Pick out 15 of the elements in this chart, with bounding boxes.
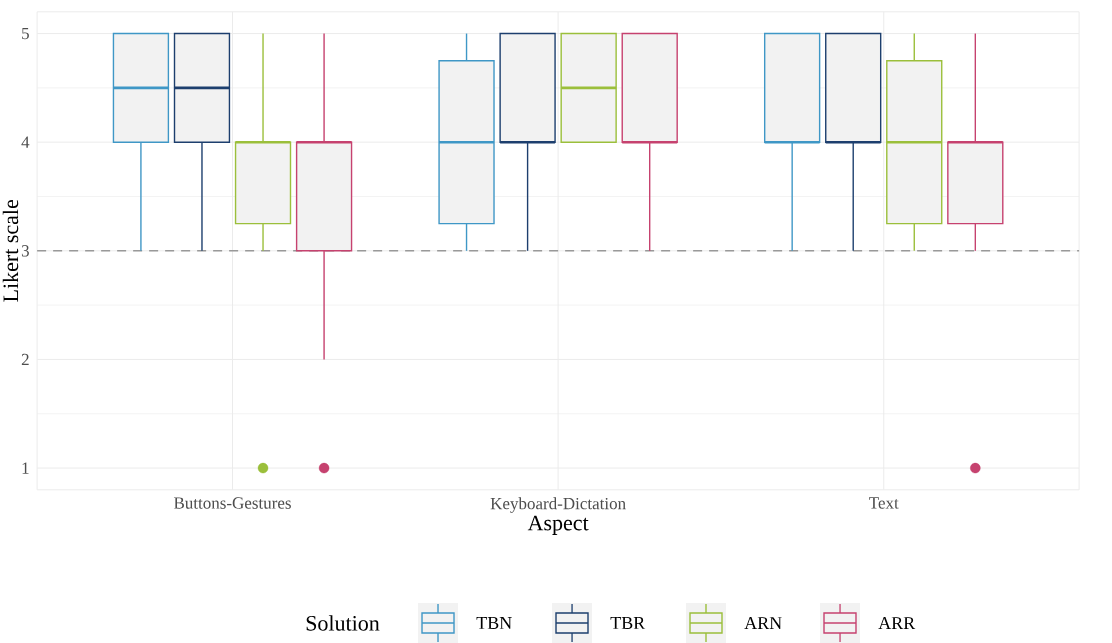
legend-title: Solution [306, 615, 380, 631]
legend-label: ARR [878, 617, 916, 629]
y-axis-title: Likert scale [2, 199, 19, 302]
y-tick-label: 1 [22, 462, 29, 474]
x-axis-title: Aspect [527, 515, 589, 535]
legend-label: ARN [744, 617, 782, 629]
x-tick-label: Text [869, 497, 899, 509]
y-tick-label: 3 [21, 245, 29, 257]
y-tick-label: 2 [21, 353, 29, 366]
y-tick-label: 5 [22, 27, 29, 40]
x-tick-label: Buttons-Gestures [173, 497, 291, 509]
legend-label: TBN [476, 617, 512, 629]
legend-label: TBR [610, 617, 646, 629]
y-tick-label: 4 [21, 136, 30, 148]
x-tick-label: Keyboard-Dictation [490, 497, 626, 513]
